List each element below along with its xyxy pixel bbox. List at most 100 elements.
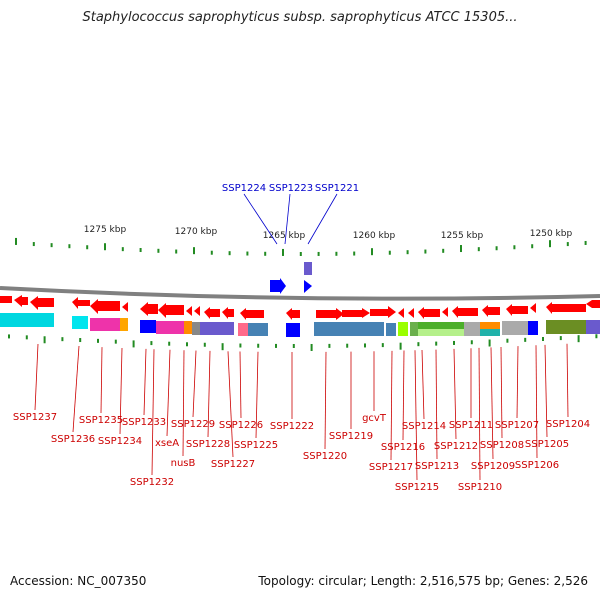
gene-arrow[interactable]	[408, 308, 414, 318]
feature-block[interactable]	[238, 323, 248, 336]
gene-label: nusB	[171, 458, 196, 469]
gene-label: SSP1223	[269, 183, 313, 194]
scale-tick	[381, 343, 384, 348]
gene-arrow[interactable]	[546, 302, 586, 314]
callout-line	[516, 346, 519, 419]
gene-label: SSP1227	[211, 459, 255, 470]
gene-arrow[interactable]	[304, 280, 312, 293]
gene-arrow[interactable]	[30, 296, 54, 310]
feature-block[interactable]	[200, 322, 234, 335]
gene-arrow[interactable]	[14, 295, 28, 307]
gene-label: SSP1206	[515, 460, 559, 471]
feature-block[interactable]	[418, 322, 464, 329]
gene-label: SSP1233	[122, 417, 166, 428]
gene-arrow[interactable]	[342, 308, 370, 318]
scale-tick	[495, 246, 498, 251]
feature-block[interactable]	[72, 316, 88, 329]
feature-block[interactable]	[192, 322, 200, 335]
callout-line	[435, 349, 438, 460]
feature-block[interactable]	[418, 329, 464, 336]
feature-block[interactable]	[480, 322, 500, 329]
scale-tick	[193, 247, 195, 255]
gene-label: SSP1219	[329, 431, 373, 442]
kbp-label: 1275 kbp	[84, 225, 127, 235]
feature-block[interactable]	[120, 318, 128, 331]
feature-block[interactable]	[410, 322, 418, 336]
gene-arrow[interactable]	[90, 299, 120, 314]
gene-arrow[interactable]	[370, 306, 396, 318]
scale-tick	[168, 341, 171, 346]
gene-arrow[interactable]	[316, 308, 344, 320]
gene-arrow[interactable]	[140, 302, 158, 316]
gene-arrow[interactable]	[530, 303, 536, 313]
gene-label: SSP1228	[186, 439, 230, 450]
gene-arrow[interactable]	[506, 304, 528, 316]
callout-line	[255, 351, 259, 439]
feature-block[interactable]	[464, 322, 480, 336]
gene-arrow[interactable]	[158, 303, 184, 318]
scale-tick	[470, 340, 473, 345]
feature-block[interactable]	[140, 320, 156, 333]
gene-arrow[interactable]	[442, 307, 448, 317]
gene-label: SSP1207	[495, 420, 539, 431]
feature-block[interactable]	[248, 323, 268, 336]
gene-arrow[interactable]	[204, 307, 220, 319]
gene-block[interactable]	[304, 262, 312, 275]
feature-block[interactable]	[480, 329, 500, 336]
gene-arrow[interactable]	[418, 307, 440, 319]
callout-line	[402, 350, 405, 441]
gene-arrow[interactable]	[586, 300, 600, 308]
feature-block[interactable]	[386, 323, 396, 336]
callout-line	[390, 350, 393, 461]
scale-tick	[488, 339, 491, 347]
gene-arrow[interactable]	[240, 308, 264, 320]
scale-tick	[566, 242, 569, 247]
gene-arrow[interactable]	[482, 305, 500, 317]
gene-arrow[interactable]	[279, 280, 283, 292]
feature-block[interactable]	[546, 320, 586, 334]
callout-line	[453, 348, 457, 440]
scale-tick	[364, 343, 366, 348]
scale-tick	[406, 250, 409, 255]
gene-arrow[interactable]	[122, 302, 128, 312]
scale-tick	[442, 248, 445, 253]
top-gene-labels: SSP1224 SSP1223 SSP1221	[222, 183, 359, 194]
feature-block[interactable]	[286, 323, 300, 337]
scale-tick	[257, 343, 260, 348]
scale-tick	[282, 248, 284, 256]
feature-block[interactable]	[90, 318, 120, 331]
gene-label: SSP1225	[234, 440, 278, 451]
gene-label: SSP1211	[449, 420, 493, 431]
scale-tick	[157, 248, 160, 253]
scale-tick	[86, 245, 89, 250]
feature-block[interactable]	[184, 321, 192, 334]
gene-arrow[interactable]	[222, 307, 234, 319]
gene-arrow[interactable]	[72, 297, 90, 309]
feature-block[interactable]	[398, 322, 408, 336]
scale-tick	[477, 247, 480, 252]
scale-tick	[388, 250, 391, 255]
scale-tick	[531, 244, 534, 249]
feature-block[interactable]	[156, 321, 184, 334]
feature-block[interactable]	[528, 321, 538, 335]
gene-arrow[interactable]	[286, 308, 300, 320]
feature-block[interactable]	[314, 322, 384, 336]
callout-line	[143, 348, 147, 416]
scale-tick	[246, 251, 249, 256]
feature-block[interactable]	[502, 321, 528, 335]
callout-line	[151, 349, 155, 476]
gene-arrow[interactable]	[186, 306, 192, 316]
scale-tick	[25, 335, 28, 340]
gene-arrow[interactable]	[270, 278, 286, 294]
scale-tick	[186, 342, 188, 347]
feature-block[interactable]	[586, 320, 600, 334]
scale-tick	[424, 249, 427, 254]
feature-block[interactable]	[0, 313, 54, 327]
gene-arrow[interactable]	[0, 296, 12, 303]
gene-arrow[interactable]	[194, 306, 200, 316]
gene-label: SSP1215	[395, 482, 439, 493]
genome-backbone	[0, 286, 600, 301]
scale-tick	[346, 343, 349, 348]
gene-arrow[interactable]	[398, 308, 404, 318]
gene-arrow[interactable]	[452, 306, 478, 318]
